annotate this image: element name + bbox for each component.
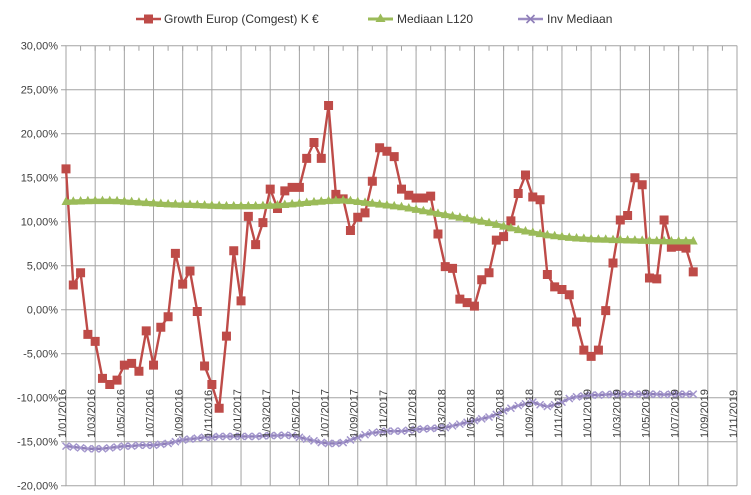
x-tick-label: 1/07/2019 [670, 389, 682, 438]
x-tick-label: 1/09/2018 [524, 389, 536, 438]
x-tick-label: 1/05/2019 [640, 389, 652, 438]
y-tick-label: 5,00% [27, 261, 58, 273]
x-axis-labels: 1/01/2016 1/03/2016 1/05/2016 1/07/2016 1/09… [57, 389, 740, 438]
x-tick-label: 1/09/2017 [349, 389, 361, 438]
legend-item-growth: Growth Europ (Comgest) K € [136, 12, 319, 26]
axis-tick-marks [61, 45, 738, 487]
x-tick-label: 1/07/2018 [495, 389, 507, 438]
x-tick-label: 1/11/2017 [378, 390, 390, 438]
y-tick-label: 10,00% [21, 217, 59, 229]
x-tick-label: 1/11/2016 [203, 390, 215, 438]
series-inv-mediaan [61, 390, 698, 453]
x-tick-label: 1/01/2017 [232, 389, 244, 438]
series-markers [61, 390, 698, 453]
x-tick-label: 1/03/2019 [611, 389, 623, 438]
y-tick-label: 15,00% [21, 173, 59, 185]
x-tick-label: 1/05/2018 [465, 389, 477, 438]
series-growth [61, 101, 698, 413]
x-tick-label: 1/05/2017 [290, 389, 302, 438]
y-tick-label: -15,00% [17, 437, 58, 449]
series-mediaan [61, 195, 698, 245]
y-axis-labels: 30,00% 25,00% 20,00% 15,00% 10,00% 5,00% 0,00%… [17, 41, 58, 493]
x-tick-label: 1/01/2018 [407, 389, 419, 438]
x-tick-label: 1/09/2016 [174, 389, 186, 438]
series-markers [61, 195, 698, 245]
x-tick-label: 1/03/2018 [436, 389, 448, 438]
y-tick-label: -20,00% [17, 481, 58, 493]
x-tick-label: 1/03/2017 [261, 389, 273, 438]
y-tick-label: -10,00% [17, 393, 58, 405]
x-tick-label: 1/01/2016 [57, 389, 69, 438]
legend-x-marker-icon [525, 14, 536, 24]
x-tick-label: 1/05/2016 [115, 389, 127, 438]
legend-square-marker-icon [144, 14, 153, 24]
legend-triangle-marker-icon [375, 13, 386, 22]
series-layer [61, 101, 698, 453]
y-tick-label: 20,00% [21, 129, 59, 141]
x-tick-label: 1/03/2016 [86, 389, 98, 438]
gridlines [65, 45, 738, 487]
legend: Growth Europ (Comgest) K € Mediaan L120 … [136, 12, 612, 26]
x-tick-label: 1/11/2018 [553, 390, 565, 438]
x-tick-label: 1/07/2017 [320, 389, 332, 438]
x-tick-label: 1/11/2019 [728, 390, 740, 438]
top-axis-month-ticks [65, 45, 738, 51]
legend-label-growth: Growth Europ (Comgest) K € [164, 12, 319, 26]
y-tick-label: 0,00% [27, 305, 58, 317]
y-tick-label: 25,00% [21, 85, 59, 97]
y-tick-label: 30,00% [21, 41, 59, 53]
legend-item-inv-mediaan: Inv Mediaan [518, 12, 612, 26]
legend-label-mediaan: Mediaan L120 [397, 12, 473, 26]
x-tick-label: 1/09/2019 [699, 389, 711, 438]
x-tick-label: 1/01/2019 [582, 389, 594, 438]
legend-item-mediaan: Mediaan L120 [368, 12, 473, 26]
legend-label-inv-mediaan: Inv Mediaan [547, 12, 612, 26]
x-tick-label: 1/07/2016 [145, 389, 157, 438]
y-axis-ticks [61, 45, 66, 487]
y-tick-label: -5,00% [23, 349, 58, 361]
series-markers [61, 101, 698, 413]
